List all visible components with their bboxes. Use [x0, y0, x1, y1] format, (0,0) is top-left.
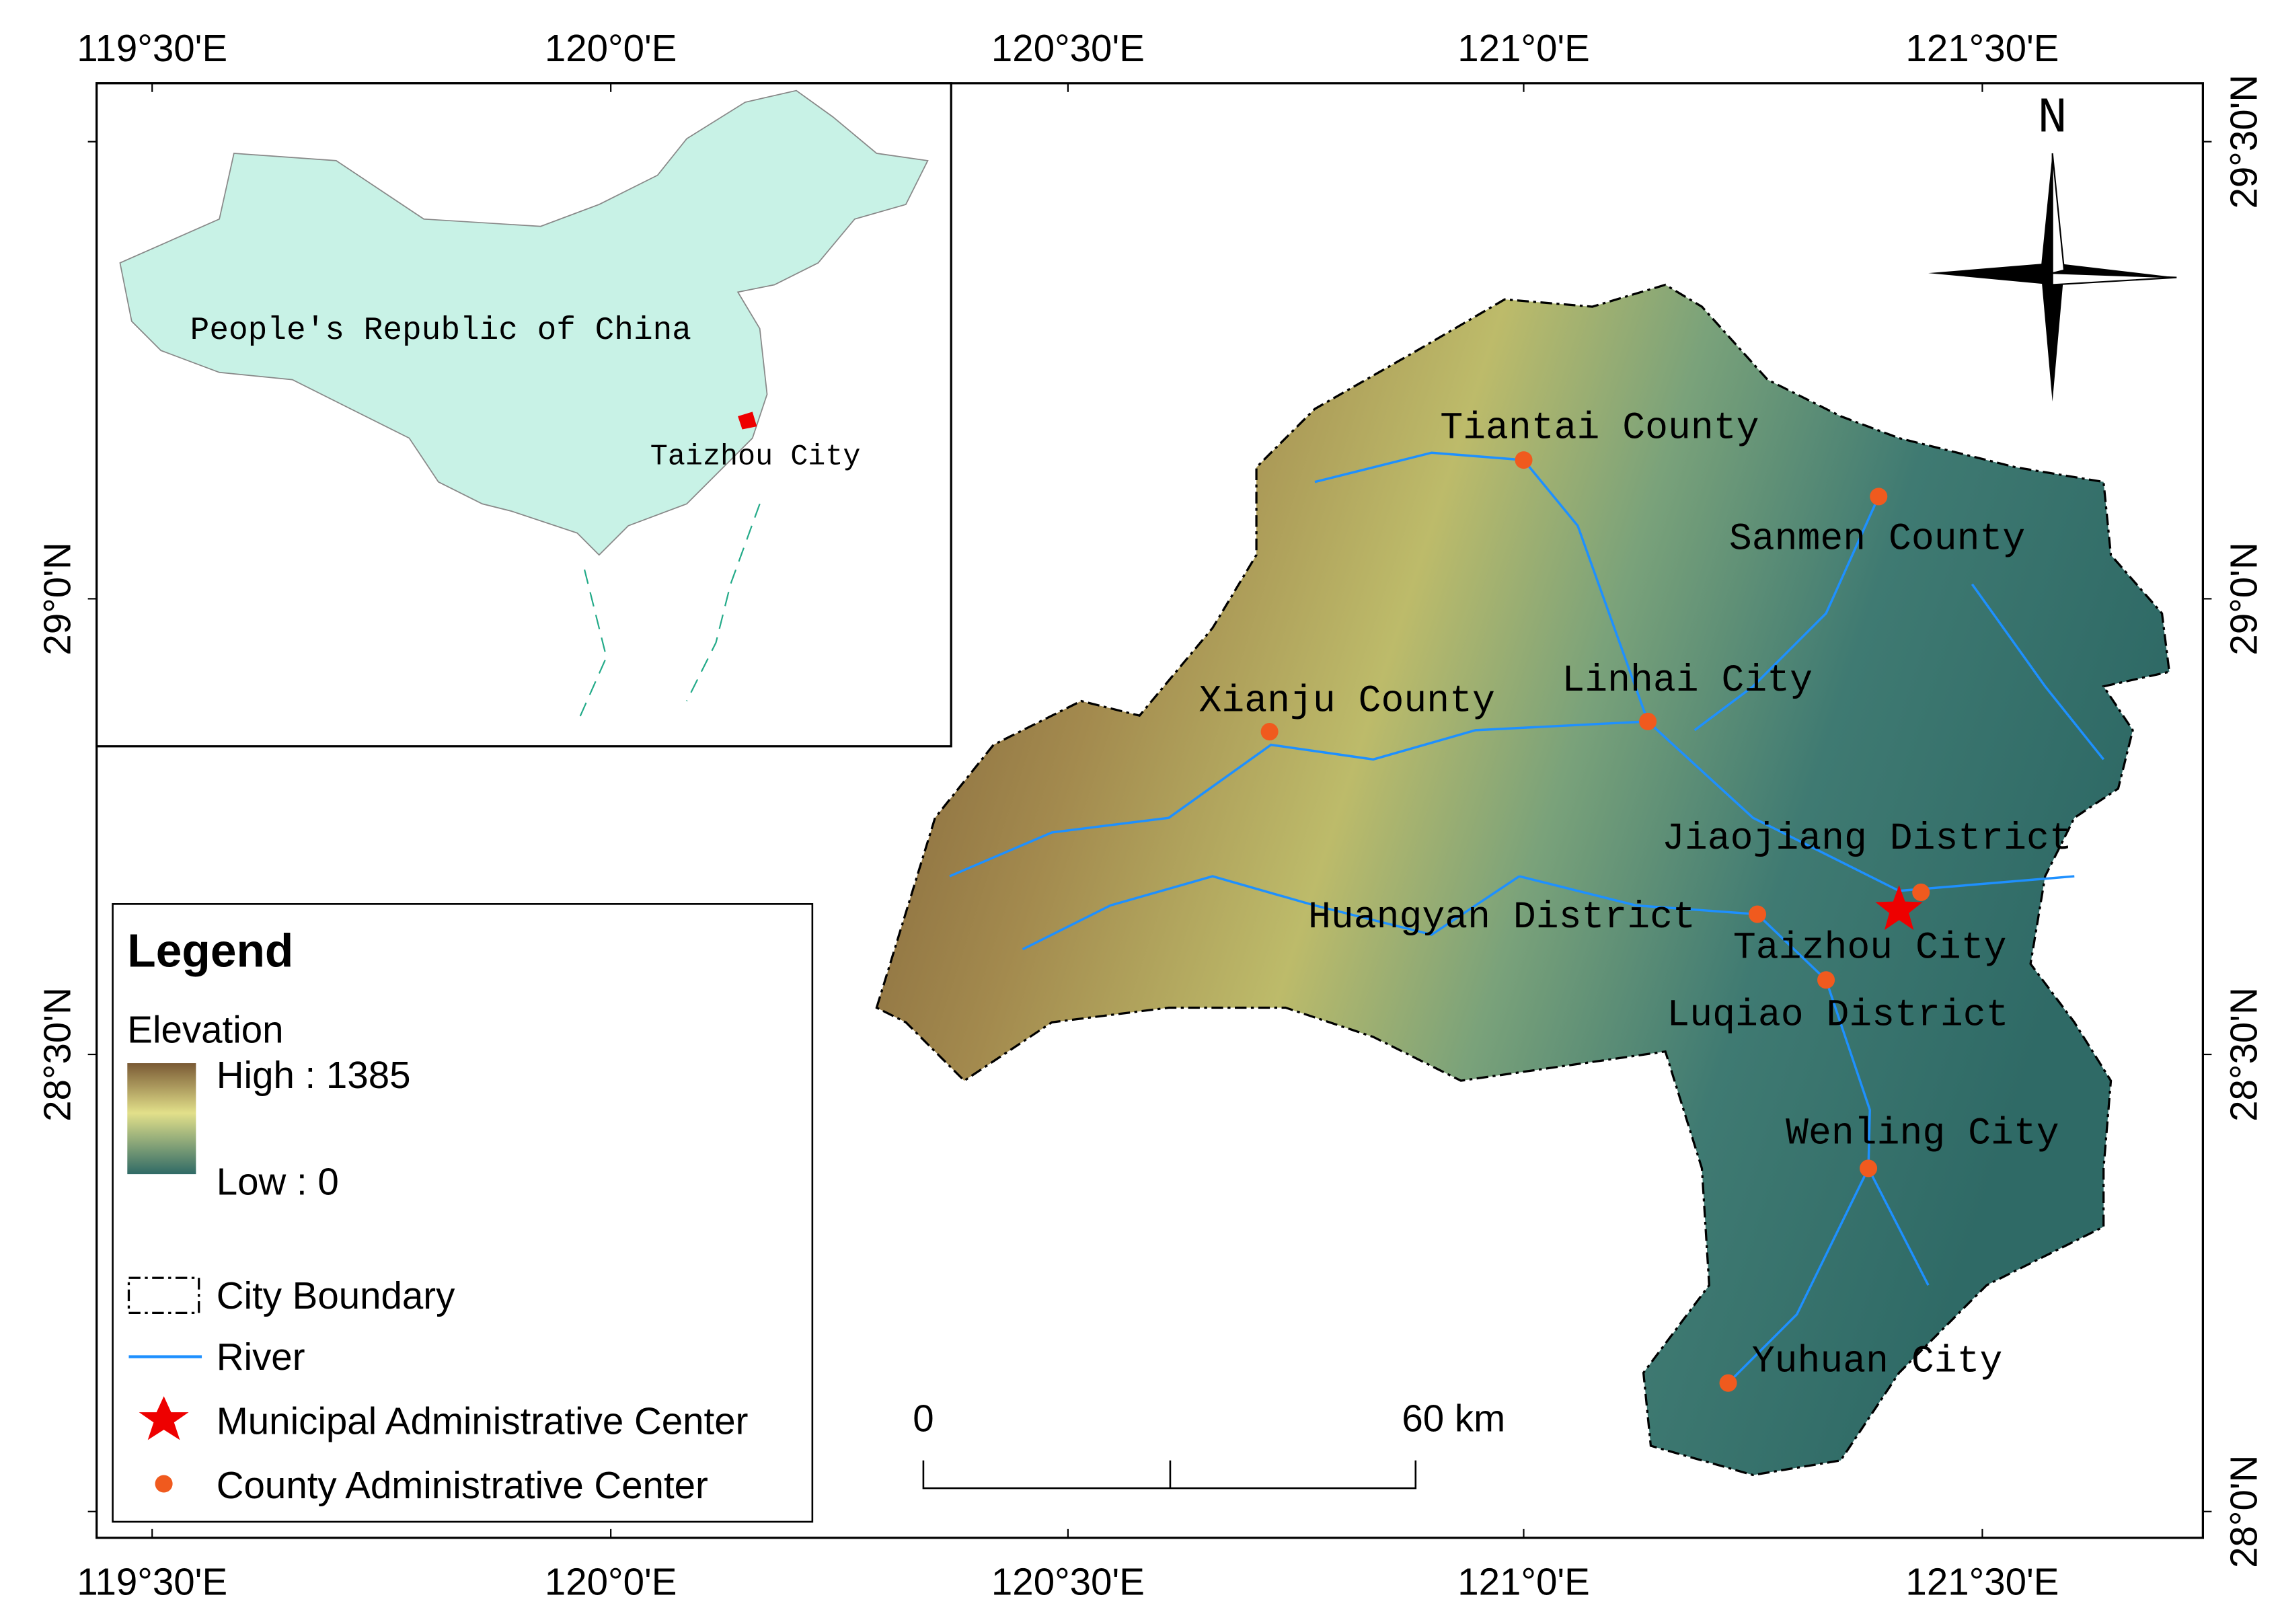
latitude-label: 29°0'N: [36, 542, 79, 655]
china-outline: [119, 89, 929, 556]
place-label: Jiaojiang District: [1662, 817, 2072, 860]
county-center: [1515, 451, 1533, 469]
legend-high: High : 1385: [217, 1054, 411, 1096]
county-center: [1639, 712, 1657, 730]
legend-star-symbol: [139, 1396, 189, 1440]
latitude-label: 28°30'N: [2223, 987, 2265, 1122]
county-center: [1748, 905, 1767, 923]
county-center: [1719, 1374, 1737, 1392]
longitude-label: 119°30'E: [77, 27, 227, 69]
place-label: Luqiao District: [1667, 994, 2008, 1037]
inset-country-label: People's Republic of China: [190, 313, 691, 349]
legend-dot-symbol: [155, 1475, 173, 1493]
longitude-label: 120°30'E: [991, 27, 1145, 69]
place-label: Tiantai County: [1440, 407, 1759, 450]
legend-low: Low : 0: [217, 1161, 339, 1203]
longitude-label: 121°0'E: [1457, 1561, 1590, 1603]
legend-item: City Boundary: [217, 1274, 455, 1317]
longitude-label: 121°30'E: [1905, 27, 2059, 69]
legend-item: County Administrative Center: [217, 1464, 708, 1506]
legend-item: River: [217, 1336, 305, 1378]
place-label: Taizhou City: [1733, 927, 2007, 970]
latitude-label: 29°30'N: [2223, 75, 2265, 209]
legend-boundary-symbol: [127, 1276, 200, 1315]
inset-city-label: Taizhou City: [650, 441, 861, 474]
scale-start: 0: [913, 1397, 934, 1439]
legend-item: Municipal Administrative Center: [217, 1400, 749, 1442]
latitude-label: 28°0'N: [2223, 1455, 2265, 1568]
place-label: Sanmen County: [1729, 518, 2025, 561]
place-label: Linhai City: [1562, 659, 1813, 702]
legend-elevation: Elevation: [127, 1009, 283, 1051]
elevation-ramp: [127, 1063, 196, 1175]
legend-box: [112, 903, 814, 1523]
latitude-label: 29°0'N: [2223, 542, 2265, 655]
north-arrow: N: [1928, 91, 2177, 402]
place-label: Huangyan District: [1308, 896, 1696, 939]
county-center: [1817, 971, 1835, 989]
county-center: [1860, 1159, 1878, 1177]
longitude-label: 121°0'E: [1457, 27, 1590, 69]
longitude-label: 120°0'E: [545, 1561, 677, 1603]
longitude-label: 119°30'E: [77, 1561, 227, 1603]
longitude-label: 120°0'E: [545, 27, 677, 69]
place-label: Xianju County: [1199, 680, 1495, 723]
municipal-center: [1875, 885, 1923, 930]
scale-end: 60 km: [1402, 1397, 1505, 1439]
legend-title: Legend: [127, 925, 293, 977]
county-center: [1870, 488, 1888, 506]
place-label: Yuhuan City: [1752, 1340, 2003, 1383]
county-center: [1912, 883, 1930, 901]
longitude-label: 120°30'E: [991, 1561, 1145, 1603]
taizhou-inset: [738, 412, 757, 430]
maritime-line: [576, 569, 607, 724]
longitude-label: 121°30'E: [1905, 1561, 2059, 1603]
county-center: [1260, 723, 1279, 741]
taizhou-region: [875, 283, 2171, 1477]
latitude-label: 28°30'N: [36, 987, 79, 1122]
place-label: Wenling City: [1786, 1112, 2059, 1155]
north-label: N: [2038, 91, 2067, 147]
